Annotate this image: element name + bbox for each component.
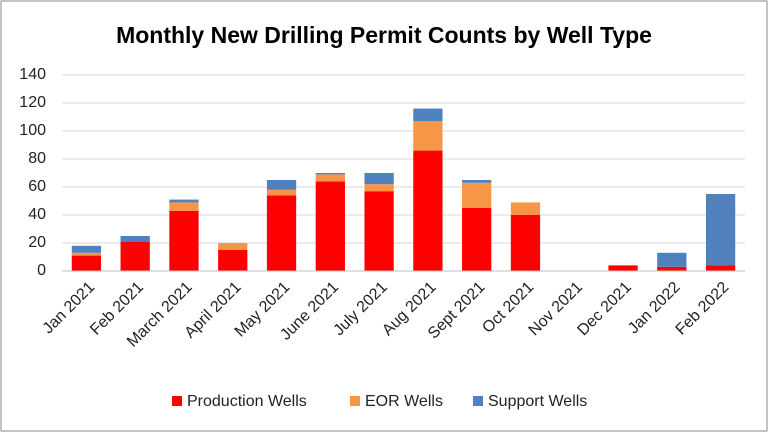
legend-swatch xyxy=(172,396,182,406)
bar-segment xyxy=(71,245,102,253)
legend-label: EOR Wells xyxy=(365,393,443,410)
bar-segment xyxy=(462,208,492,271)
y-tick-label: 100 xyxy=(19,122,46,139)
bar-segment xyxy=(218,250,248,271)
bar-segment xyxy=(657,252,687,267)
bar-segment xyxy=(705,194,736,266)
bar-segment xyxy=(266,195,297,271)
bar-segment xyxy=(657,266,687,271)
legend-label: Support Wells xyxy=(488,393,587,410)
bar-segment xyxy=(364,173,394,185)
bar-segment xyxy=(120,241,150,271)
bar-segment xyxy=(315,173,345,175)
y-tick-label: 140 xyxy=(19,66,46,83)
bar-segment xyxy=(315,174,345,182)
bar-segment xyxy=(71,255,102,271)
bar-segment xyxy=(608,265,638,271)
bar-segment xyxy=(169,202,199,211)
bar-segment xyxy=(218,243,248,250)
y-tick-label: 0 xyxy=(37,262,46,279)
y-tick-label: 60 xyxy=(28,178,46,195)
bar-segment xyxy=(413,108,443,122)
bar-segment xyxy=(462,182,492,208)
bar-segment xyxy=(413,121,443,151)
bar-segment xyxy=(510,215,541,271)
bar-segment xyxy=(169,199,199,203)
y-tick-label: 80 xyxy=(28,150,46,167)
bar-segment xyxy=(413,150,443,271)
chart-title: Monthly New Drilling Permit Counts by We… xyxy=(116,22,652,48)
y-tick-label: 20 xyxy=(28,234,46,251)
bar-segment xyxy=(510,202,541,215)
bar-segment xyxy=(364,191,394,271)
bar-segment xyxy=(364,184,394,192)
y-tick-label: 120 xyxy=(19,94,46,111)
bar-segment xyxy=(266,189,297,196)
y-tick-label: 40 xyxy=(28,206,46,223)
legend-swatch xyxy=(473,396,483,406)
bar-segment xyxy=(169,210,199,271)
bar-segment xyxy=(266,180,297,190)
legend-swatch xyxy=(350,396,360,406)
legend-label: Production Wells xyxy=(187,393,307,410)
bar-segment xyxy=(705,265,736,271)
bar-segment xyxy=(315,181,345,271)
bar-segment xyxy=(120,236,150,242)
bar-segment xyxy=(71,252,102,256)
bar-segment xyxy=(462,180,492,183)
